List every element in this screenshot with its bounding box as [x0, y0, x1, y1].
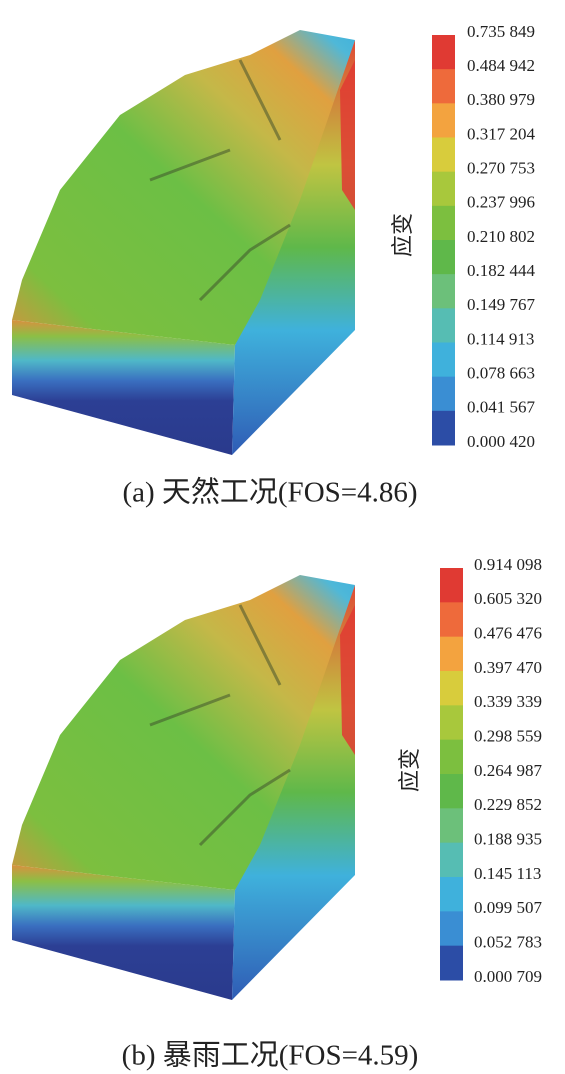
- colorbar-band: [440, 877, 463, 912]
- colorbar-band: [432, 205, 455, 241]
- colorbar-label: 0.099 507: [474, 898, 543, 917]
- colorbar-label: 0.735 849: [467, 22, 535, 41]
- colorbar-label: 0.041 567: [467, 398, 536, 417]
- colorbar-band: [440, 739, 463, 775]
- slope-right: [232, 40, 355, 455]
- colorbar-band: [432, 410, 455, 446]
- colorbar-band: [432, 274, 455, 309]
- slope-front: [12, 320, 235, 455]
- colorbar-band: [432, 137, 455, 173]
- colorbar-band: [440, 945, 463, 981]
- colorbar-label: 0.210 802: [467, 227, 535, 246]
- colorbar-label: 0.380 979: [467, 90, 535, 109]
- colorbar: 0.735 849 0.484 942 0.380 979 0.317 204 0.27…: [432, 22, 536, 451]
- colorbar-label: 0.145 113: [474, 864, 541, 883]
- colorbar: 0.914 098 0.605 320 0.476 476 0.397 470 0.33…: [440, 555, 543, 986]
- colorbar-band: [432, 240, 455, 275]
- colorbar-label: 0.229 852: [474, 795, 542, 814]
- caption: (b) 暴雨工况(FOS=4.59): [122, 1040, 419, 1072]
- panel: [12, 30, 355, 455]
- colorbar-label: 0.000 709: [474, 967, 542, 986]
- colorbar-label: 0.237 996: [467, 193, 535, 212]
- slope-front: [12, 865, 235, 1000]
- colorbar-label: 0.270 753: [467, 159, 535, 178]
- colorbar-band: [432, 171, 455, 207]
- colorbar-label: 0.114 913: [467, 329, 534, 348]
- slope-redzone: [340, 60, 355, 210]
- colorbar-label: 0.484 942: [467, 56, 535, 75]
- colorbar-label: 0.188 935: [474, 830, 542, 849]
- slope-top: [12, 30, 355, 345]
- colorbar-label: 0.052 783: [474, 933, 542, 952]
- colorbar-label: 0.000 420: [467, 432, 535, 451]
- colorbar-label: 0.149 767: [467, 295, 536, 314]
- colorbar-band: [432, 69, 455, 104]
- colorbar-label: 0.605 320: [474, 589, 542, 608]
- legend-label: 应变: [390, 213, 415, 257]
- slope-redzone: [340, 605, 355, 755]
- colorbar-label: 0.182 444: [467, 261, 536, 280]
- caption: (a) 天然工况(FOS=4.86): [122, 476, 417, 509]
- colorbar-label: 0.078 663: [467, 364, 535, 383]
- colorbar-label: 0.298 559: [474, 727, 542, 746]
- colorbar-band: [432, 308, 455, 343]
- colorbar-band: [440, 911, 463, 947]
- colorbar-band: [440, 808, 463, 844]
- colorbar-label: 0.476 476: [474, 624, 542, 643]
- colorbar-band: [440, 671, 463, 706]
- colorbar-band: [440, 842, 463, 878]
- colorbar-band: [432, 103, 455, 138]
- colorbar-label: 0.397 470: [474, 658, 542, 677]
- colorbar-band: [440, 705, 463, 741]
- colorbar-band: [440, 602, 463, 638]
- colorbar-band: [440, 636, 463, 672]
- colorbar-label: 0.339 339: [474, 692, 542, 711]
- colorbar-label: 0.914 098: [474, 555, 542, 574]
- colorbar-label: 0.317 204: [467, 124, 536, 143]
- slope-top: [12, 575, 355, 890]
- colorbar-label: 0.264 987: [474, 761, 543, 780]
- colorbar-band: [432, 376, 455, 412]
- colorbar-band: [440, 568, 463, 603]
- colorbar-band: [432, 35, 455, 70]
- slope-crack: [149, 604, 291, 847]
- panel: [12, 575, 355, 1000]
- colorbar-band: [432, 342, 455, 378]
- colorbar-band: [440, 774, 463, 809]
- legend-label: 应变: [397, 748, 422, 792]
- slope-right: [232, 585, 355, 1000]
- slope-crack: [149, 59, 291, 302]
